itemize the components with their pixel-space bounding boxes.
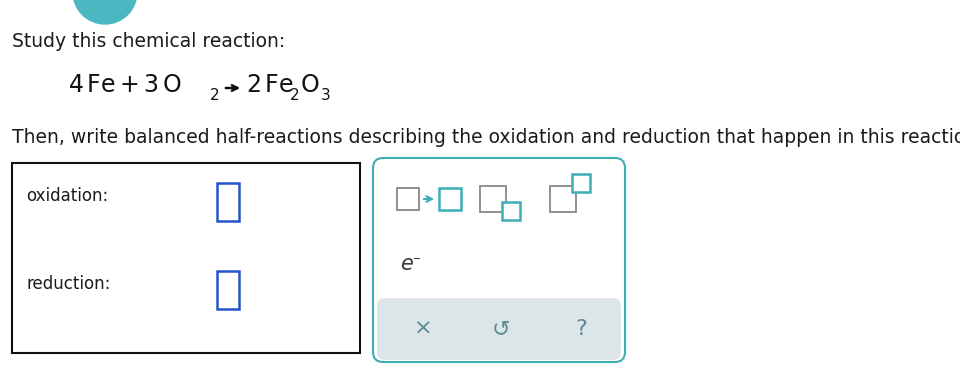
- Text: Study this chemical reaction:: Study this chemical reaction:: [12, 32, 285, 51]
- Text: 2: 2: [290, 88, 300, 103]
- Bar: [12, 163, 360, 353]
- Text: 2: 2: [210, 88, 220, 103]
- Bar: [397, 188, 419, 210]
- Text: $4\,\mathsf{Fe}+3\,\mathsf{O}$: $4\,\mathsf{Fe}+3\,\mathsf{O}$: [68, 73, 182, 97]
- Text: reduction:: reduction:: [26, 275, 110, 293]
- Bar: [550, 186, 576, 212]
- Text: $2\,\mathsf{Fe}$: $2\,\mathsf{Fe}$: [246, 73, 294, 97]
- Text: oxidation:: oxidation:: [26, 187, 108, 205]
- FancyBboxPatch shape: [373, 158, 625, 362]
- Text: ×: ×: [414, 319, 432, 339]
- Bar: [572, 174, 590, 192]
- Text: ?: ?: [575, 319, 587, 339]
- FancyBboxPatch shape: [377, 298, 621, 360]
- Bar: [217, 183, 239, 221]
- Bar: [217, 271, 239, 309]
- Bar: [480, 186, 506, 212]
- Text: $\mathsf{O}$: $\mathsf{O}$: [300, 73, 320, 97]
- Text: ↺: ↺: [492, 319, 511, 339]
- Circle shape: [73, 0, 137, 24]
- Text: 3: 3: [321, 88, 331, 103]
- Bar: [502, 202, 520, 220]
- Text: Then, write balanced half-reactions describing the oxidation and reduction that : Then, write balanced half-reactions desc…: [12, 128, 960, 147]
- Text: $\mathit{e}^{\overline{\;}}$: $\mathit{e}^{\overline{\;}}$: [400, 255, 420, 275]
- Bar: [439, 188, 461, 210]
